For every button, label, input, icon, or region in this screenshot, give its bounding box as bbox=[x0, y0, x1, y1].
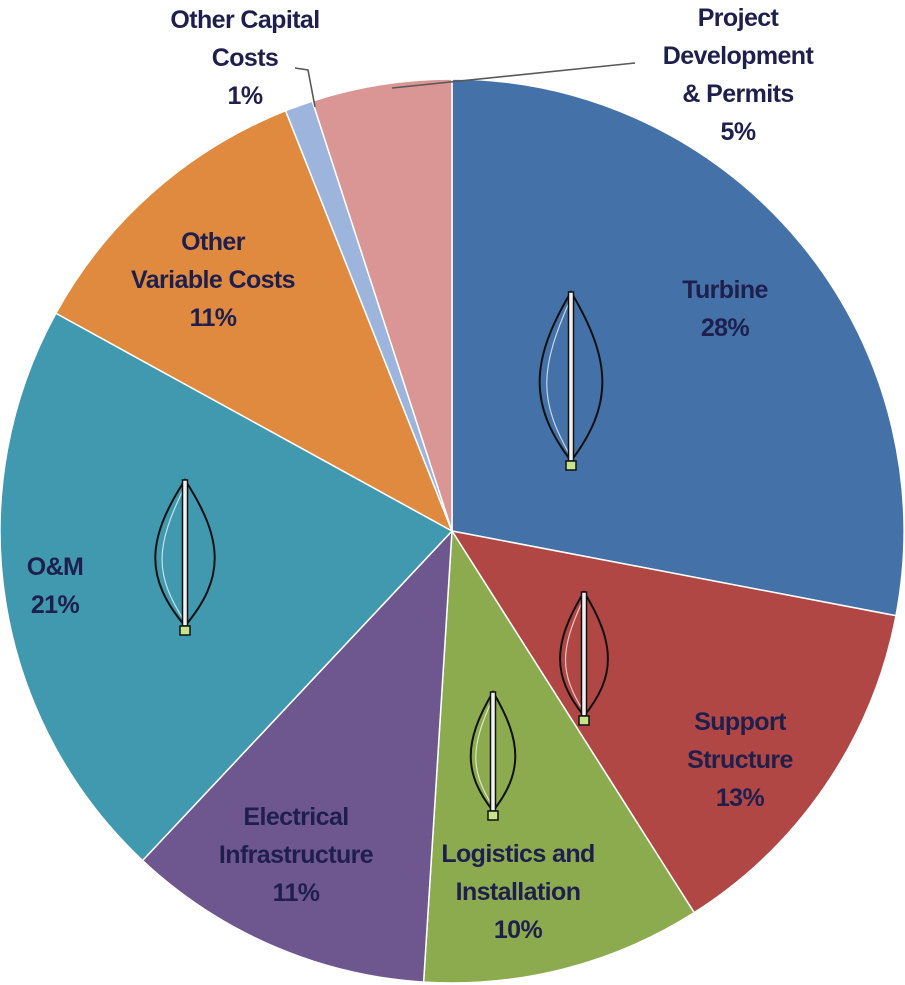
slice-label-line: Variable Costs bbox=[131, 266, 295, 294]
pie-slice-electrical-infrastructure bbox=[141, 528, 453, 983]
slice-label-line: Logistics and bbox=[441, 840, 594, 868]
slice-label-support-structure: Support Structure 13% bbox=[687, 708, 793, 812]
slice-label-other-variable-costs: Other Variable Costs 11% bbox=[131, 228, 295, 332]
slice-label-line: Costs bbox=[212, 44, 278, 72]
wind-turbine-icon bbox=[469, 690, 517, 821]
leader-line-project-development-permits bbox=[391, 62, 636, 89]
leader-lines bbox=[294, 62, 636, 108]
slice-label-line: 28% bbox=[701, 314, 750, 342]
slice-label-logistics-and-installation: Logistics and Installation 10% bbox=[441, 840, 594, 944]
wind-turbine-icon bbox=[538, 290, 604, 471]
slice-label-line: 11% bbox=[273, 879, 320, 907]
slice-label-line: 1% bbox=[228, 82, 263, 110]
pie-slice-other-variable-costs bbox=[54, 109, 454, 533]
slice-label-electrical-infrastructure: Electrical Infrastructure 11% bbox=[219, 803, 374, 907]
pie-slice-turbine bbox=[451, 78, 905, 617]
slice-label-line: Structure bbox=[687, 746, 793, 774]
slice-label-line: 21% bbox=[31, 591, 80, 619]
slice-label-line: O&M bbox=[27, 553, 84, 581]
wind-turbine-icon bbox=[154, 478, 216, 636]
slice-label-line: 5% bbox=[721, 118, 756, 146]
wind-turbine-icon bbox=[559, 590, 609, 726]
slice-label-line: Other Capital bbox=[170, 6, 319, 34]
slice-label-line: Other bbox=[181, 228, 246, 256]
pie-slices bbox=[0, 78, 905, 984]
slice-label-project-development-permits: Project Development & Permits 5% bbox=[663, 4, 815, 146]
slice-label-line: & Permits bbox=[682, 80, 793, 108]
pie-slice-o-m bbox=[0, 312, 454, 862]
turbine-icons bbox=[154, 290, 609, 821]
slice-label-line: Turbine bbox=[682, 276, 768, 304]
slice-label-line: 11% bbox=[190, 304, 237, 332]
slice-label-line: Development bbox=[663, 42, 815, 70]
leader-line-other-capital-costs bbox=[294, 67, 316, 108]
slice-label-o-m: O&M 21% bbox=[27, 553, 84, 619]
slice-label-line: 13% bbox=[716, 784, 765, 812]
pie-slice-support-structure bbox=[450, 529, 897, 914]
pie-slice-project-development-permits bbox=[311, 78, 453, 532]
slice-label-line: Electrical bbox=[243, 803, 348, 831]
slice-label-line: Support bbox=[694, 708, 787, 736]
slice-label-line: Infrastructure bbox=[219, 841, 374, 869]
slice-labels: Turbine 28% Support Structure 13% Logistics a… bbox=[27, 4, 815, 944]
pie-slice-logistics-and-installation bbox=[422, 528, 696, 984]
slice-label-line: Project bbox=[698, 4, 780, 32]
slice-label-other-capital-costs: Other Capital Costs 1% bbox=[170, 6, 319, 110]
slice-label-line: Installation bbox=[456, 878, 581, 906]
slice-label-turbine: Turbine 28% bbox=[682, 276, 768, 342]
slice-label-line: 10% bbox=[494, 916, 543, 944]
